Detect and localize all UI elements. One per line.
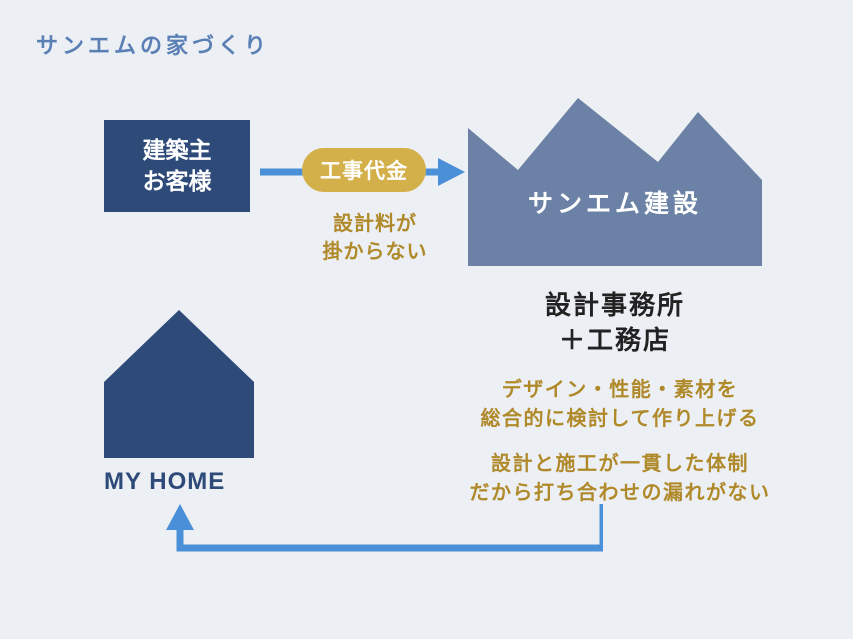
- pill-sub-line1: 設計料が: [333, 213, 417, 235]
- desc2-line1: 設計と施工が一貫した体制: [491, 453, 749, 475]
- page-title: サンエムの家づくり: [36, 28, 270, 60]
- client-line2: お客様: [143, 168, 212, 194]
- pill-sub-line2: 掛からない: [323, 241, 428, 263]
- subheading: 設計事務所 ＋工務店: [468, 288, 762, 358]
- pill-subtext: 設計料が 掛からない: [300, 210, 450, 266]
- client-box: 建築主 お客様: [104, 120, 250, 212]
- desc1-line1: デザイン・性能・素材を: [502, 379, 739, 401]
- house-label: MY HOME: [104, 468, 225, 496]
- description-1: デザイン・性能・素材を 総合的に検討して作り上げる: [420, 376, 820, 434]
- description-2: 設計と施工が一貫した体制 だから打ち合わせの漏れがない: [420, 450, 820, 508]
- subheading-line1: 設計事務所: [545, 290, 685, 320]
- building-shape: [468, 80, 762, 266]
- desc2-line2: だから打ち合わせの漏れがない: [470, 482, 771, 504]
- flow-arrow-return: [158, 504, 603, 566]
- subheading-line2: ＋工務店: [559, 325, 671, 355]
- client-line1: 建築主: [143, 137, 212, 163]
- payment-pill: 工事代金: [302, 148, 426, 192]
- house-shape: [104, 310, 254, 458]
- building-label: サンエム建設: [468, 184, 762, 220]
- desc1-line2: 総合的に検討して作り上げる: [481, 408, 760, 430]
- pill-label: 工事代金: [320, 155, 408, 185]
